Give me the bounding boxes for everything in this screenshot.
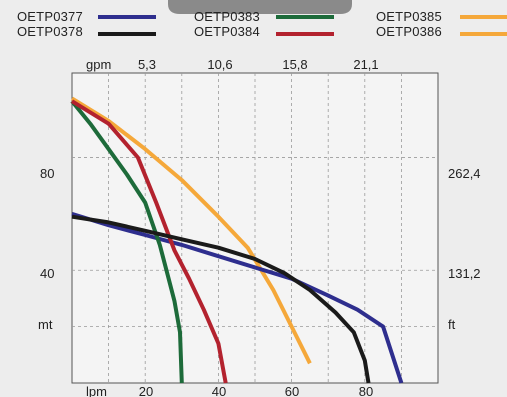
- legend-item-oetp0385: OETP0385: [376, 9, 507, 24]
- legend-label-oetp0386: OETP0386: [376, 24, 442, 39]
- legend-label-oetp0383: OETP0383: [194, 9, 260, 24]
- x-tick-label: 40: [212, 384, 226, 397]
- series-line-oetp0377: [71, 211, 404, 384]
- legend-item-oetp0377: OETP0377: [17, 9, 156, 24]
- top-tab: [168, 0, 352, 14]
- legend-item-oetp0383: OETP0383: [194, 9, 334, 24]
- legend: OETP0377 OETP0378 OETP0383 OETP0384 OETP…: [17, 9, 507, 39]
- legend-label-oetp0384: OETP0384: [194, 24, 260, 39]
- top-tick-label: 15,8: [282, 57, 307, 72]
- legend-item-oetp0378: OETP0378: [17, 24, 156, 39]
- top-tick-label: 21,1: [353, 57, 378, 72]
- top-axis-label: gpm: [86, 57, 111, 72]
- x-tick-label: 80: [359, 384, 373, 397]
- y-tick-label: 80: [40, 166, 54, 181]
- y-tick-label: 40: [40, 266, 54, 281]
- right-tick-label: 131,2: [448, 266, 481, 281]
- series-line-oetp0385: [70, 96, 312, 365]
- right-tick-label: 262,4: [448, 166, 481, 181]
- legend-item-oetp0384: OETP0384: [194, 24, 334, 39]
- x-axis-label: lpm: [86, 384, 107, 397]
- series-line-oetp0378: [71, 214, 371, 384]
- legend-label-oetp0378: OETP0378: [17, 24, 83, 39]
- x-tick-label: 20: [139, 384, 153, 397]
- series-line-oetp0383: [70, 99, 184, 384]
- top-tick-label: 10,6: [207, 57, 232, 72]
- legend-label-oetp0377: OETP0377: [17, 9, 83, 24]
- top-tick-label: 5,3: [138, 57, 156, 72]
- series-line-oetp0384: [70, 99, 228, 384]
- y-axis-label: mt: [38, 317, 53, 332]
- legend-item-oetp0386: OETP0386: [376, 24, 507, 39]
- x-tick-label: 60: [285, 384, 299, 397]
- legend-label-oetp0385: OETP0385: [376, 9, 442, 24]
- series-lines: [70, 96, 404, 384]
- right-axis-label: ft: [448, 317, 456, 332]
